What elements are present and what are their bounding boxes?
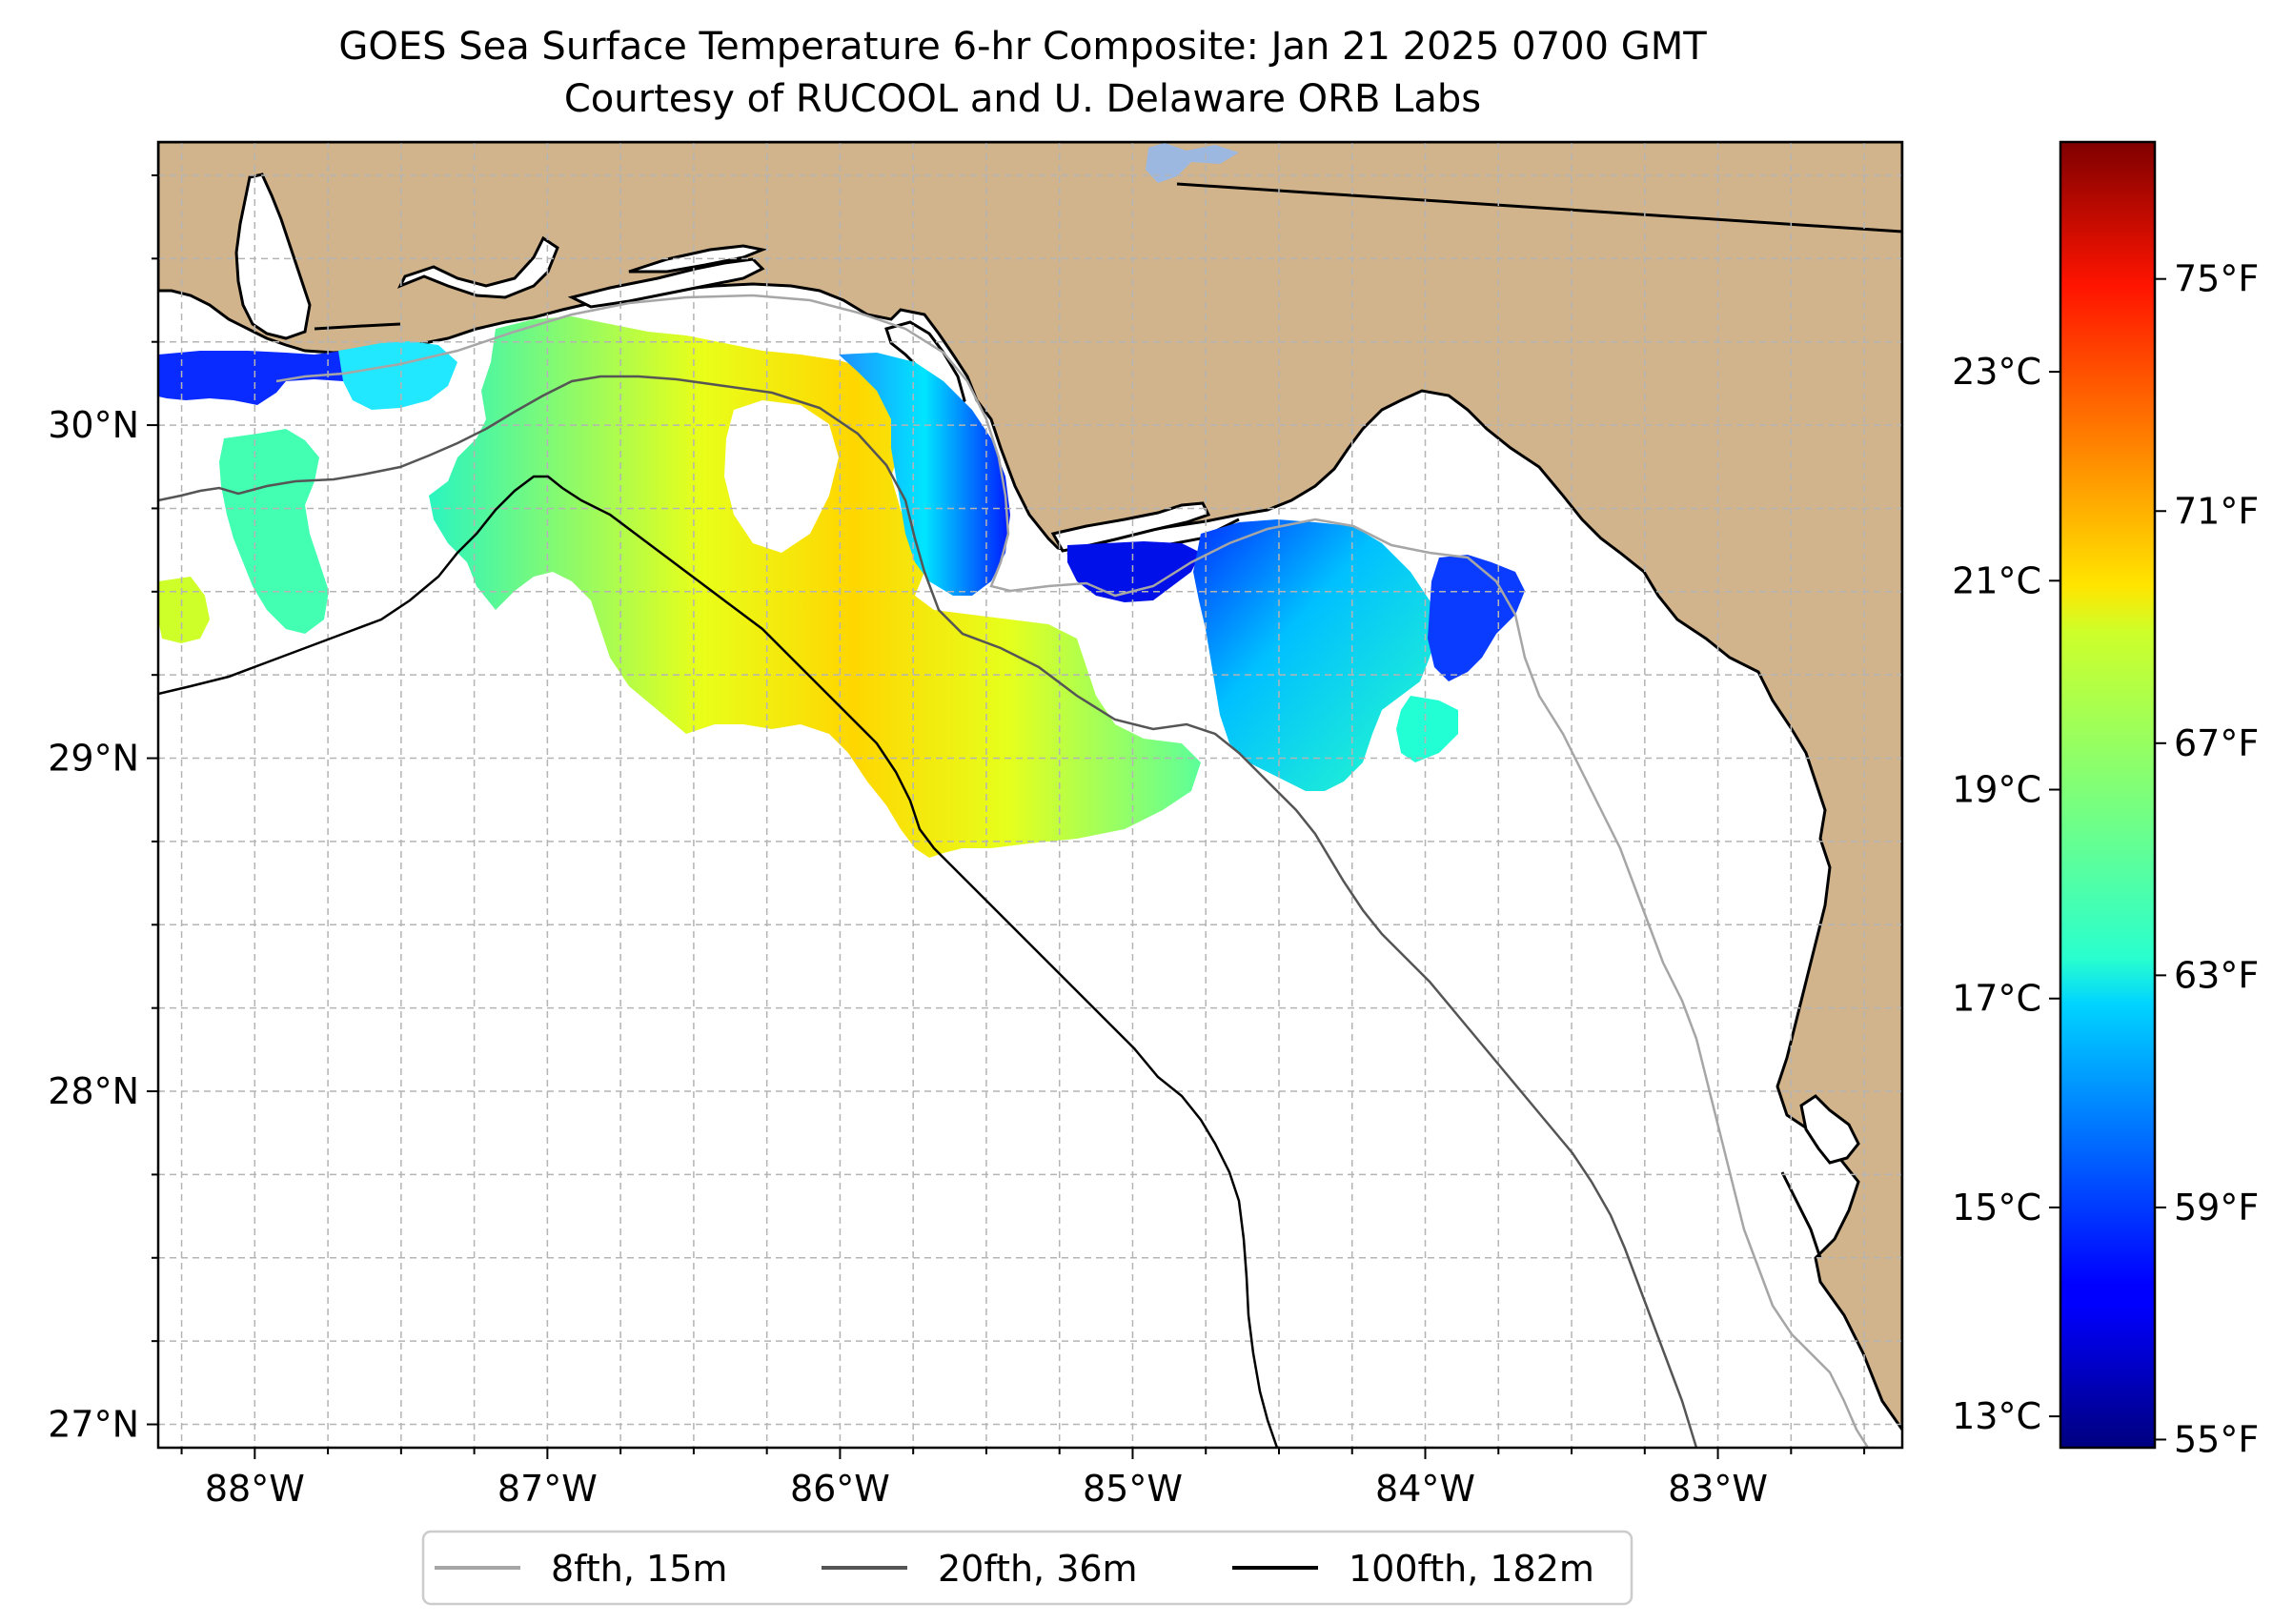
sst-patch-darkblue-east1 [1067,541,1201,602]
colorbar-celsius-label: 13°C [1952,1395,2041,1437]
legend-label-20fth: 20fth, 36m [938,1548,1138,1590]
lat-tick-label: 27°N [48,1404,139,1446]
lat-axis: 27°N 28°N 29°N 30°N [48,173,158,1446]
colorbar-celsius-label: 17°C [1952,978,2041,1020]
sst-data-layer [158,316,1525,858]
colorbar: 13°C 15°C 17°C 19°C 21°C 23°C 55°F 59°F 63°F 67°… [1952,140,2259,1460]
colorbar-celsius-label: 21°C [1952,559,2041,601]
lon-tick-label: 88°W [205,1468,305,1510]
colorbar-celsius-label: 15°C [1952,1187,2041,1228]
colorbar-fahrenheit-label: 59°F [2174,1187,2259,1228]
colorbar-celsius-label: 19°C [1952,769,2041,811]
colorbar-fahrenheit-label: 71°F [2174,490,2259,532]
colorbar-gradient [2059,140,2157,1450]
lon-axis: 88°W 87°W 86°W 85°W 84°W 83°W [180,1448,1866,1510]
tampa-bay [1799,1094,1860,1165]
state-boundary [1176,182,1902,233]
isobath-8fth-15m [275,294,1870,1448]
sst-patch-west-edge [158,577,210,643]
legend-label-100fth: 100fth, 182m [1349,1548,1594,1590]
sst-patch-main [429,316,1201,858]
lon-tick-label: 84°W [1375,1468,1475,1510]
lon-tick-label: 87°W [497,1468,598,1510]
lake [1146,143,1239,183]
sst-patch-east [1193,519,1439,791]
sst-patch-blue-west [158,351,353,405]
colorbar-fahrenheit-label: 75°F [2174,258,2259,300]
map-panel [158,142,1902,1448]
pensacola-bay [396,235,559,299]
colorbar-celsius-label: 23°C [1952,351,2041,393]
lat-tick-label: 28°N [48,1070,139,1112]
legend-label-8fth: 8fth, 15m [551,1548,727,1590]
barrier-island [1780,1171,1822,1259]
sst-patch-east-lobe [1428,555,1525,681]
sst-patch-white-gap [724,400,839,553]
map-frame [156,140,1904,1450]
isobath-100fth-182m [158,475,1279,1448]
lon-tick-label: 83°W [1668,1468,1768,1510]
map-title-line1: GOES Sea Surface Temperature 6-hr Compos… [338,25,1707,69]
map-title-line2: Courtesy of RUCOOL and U. Delaware ORB L… [564,77,1481,121]
colorbar-fahrenheit-axis: 55°F 59°F 63°F 67°F 71°F 75°F [2155,258,2259,1460]
colorbar-fahrenheit-label: 63°F [2174,954,2259,996]
sst-patch-blue-central [839,353,1010,596]
map-gridlines [158,142,1902,1448]
isobath-20fth-36m [158,375,1698,1448]
colorbar-fahrenheit-label: 55°F [2174,1418,2259,1460]
lon-tick-label: 85°W [1083,1468,1183,1510]
sst-patch-east-tail [1396,696,1458,762]
colorbar-fahrenheit-label: 67°F [2174,722,2259,764]
legend-frame [421,1530,1634,1606]
lon-tick-label: 86°W [790,1468,890,1510]
choctaw-bay [567,257,765,309]
lat-tick-label: 30°N [48,404,139,446]
land-mass [158,142,1902,1432]
colorbar-celsius-axis: 13°C 15°C 17°C 19°C 21°C 23°C [1952,351,2060,1437]
isobath-legend: 8fth, 15m 20fth, 36m 100fth, 182m [421,1530,1634,1606]
lat-tick-label: 29°N [48,738,139,780]
